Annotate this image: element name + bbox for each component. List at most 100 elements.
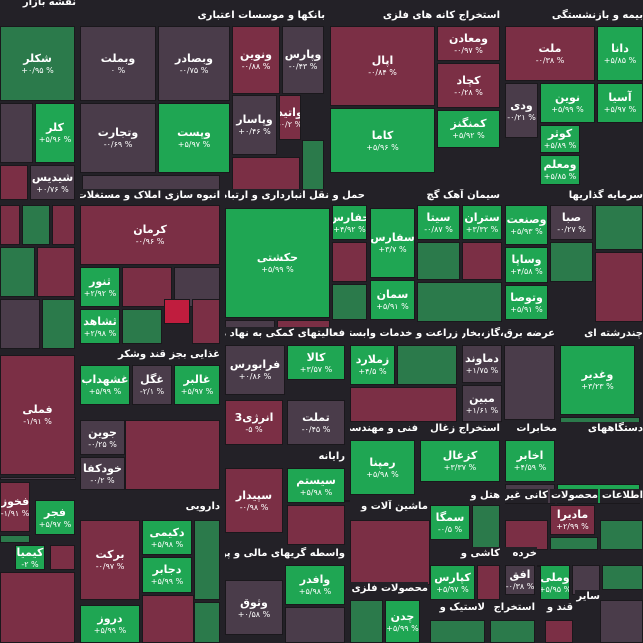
stock-change: -۵ % (245, 424, 263, 434)
filler-block (192, 299, 220, 344)
filler-block (332, 284, 367, 320)
filler-block (0, 299, 40, 349)
filler-block (285, 607, 345, 643)
stock-tile: ونوین -۰/۸۸ % (232, 26, 280, 94)
stock-change: +۵/۹۸ % (150, 539, 184, 549)
stock-tile: دروز +۵/۹۹ % (80, 605, 140, 643)
stock-tile: کپارس +۵/۹۷ % (430, 565, 475, 600)
stock-tile: وملی +۵/۹۵ % (540, 565, 570, 600)
stock-change: +۵/۹۶ % (38, 135, 72, 144)
stock-tile: سفارس +۳/۷ % (370, 208, 415, 278)
stock-tile: ستران +۳/۳۲ % (462, 205, 502, 240)
filler-block (287, 505, 345, 545)
filler-block (550, 242, 593, 282)
sector-title: کاشی و (430, 547, 500, 561)
stock-change: +۵/۹۲ % (452, 131, 485, 140)
sector-title: عرضه برق،گاز،بخار و (462, 327, 555, 341)
stock-change: -۰/۸۴ % (368, 68, 397, 77)
stock-tile: وبصادر -۰/۷۵ % (158, 26, 230, 101)
stock-name: سمان (376, 288, 409, 301)
stock-tile: وساپا +۴/۵۸ % (505, 247, 548, 283)
stock-name: کوثر (547, 127, 573, 140)
stock-tile: کوثر +۵/۸۹ % (540, 125, 580, 153)
stock-name: دروز (97, 612, 123, 625)
stock-name: فجر (44, 505, 66, 519)
sector-title: کانی غیر (505, 489, 548, 503)
stock-tile: تملت -۰/۴۵ % (287, 400, 345, 445)
stock-change: -۰/۹۷ % (454, 45, 483, 55)
stock-change: +۲/۹۸ % (83, 328, 117, 338)
sector-title: استخراج زغال (420, 422, 500, 436)
stock-name: سمگا (435, 510, 465, 524)
sector-title: قند و (545, 601, 573, 615)
stock-change: +۵/۹۹ % (386, 623, 419, 633)
filler-block (332, 242, 367, 282)
stock-tile: کالا +۳/۵۷ % (287, 345, 345, 380)
stock-name: برکت (95, 548, 125, 561)
stock-tile: کمنگنز +۵/۹۲ % (437, 110, 500, 148)
filler-block (600, 600, 643, 643)
stock-name: صبا (561, 210, 582, 224)
stock-name: سیتا (426, 210, 451, 224)
filler-block (0, 535, 30, 543)
stock-change: +۵/۹۳ % (510, 227, 543, 236)
stock-change: +۵/۹۸ % (299, 487, 333, 497)
filler-block (22, 205, 50, 245)
stock-change: +۳/۵۷ % (299, 364, 333, 374)
sector-title: استخراج (490, 601, 535, 615)
stock-name: ستران (464, 210, 500, 224)
stock-change: -۰/۹۸ % (239, 502, 269, 512)
stock-change: -۰/۳۸ % (505, 582, 535, 591)
filler-block (537, 565, 540, 567)
filler-block (0, 247, 35, 297)
stock-name: سیستم (296, 473, 336, 487)
stock-tile: وتجارت -۰/۶۹ % (80, 103, 156, 173)
stock-name: اخابر (516, 449, 544, 462)
filler-block (602, 565, 643, 590)
sector-title: بیمه و بازنشستگی (505, 9, 643, 23)
stock-change: -۰/۶۹ % (103, 140, 133, 149)
stock-name: ونوین (240, 48, 272, 61)
stock-tile: جوین -۰/۲۵ % (80, 420, 125, 455)
sector-title: زراعت و خدمات وابسته (350, 327, 458, 341)
filler-block (194, 520, 220, 600)
stock-name: سپیدار (235, 488, 273, 502)
stock-change: +۵/۹۹ % (261, 265, 294, 274)
stock-change: -۰/۲۸ % (454, 87, 483, 97)
stock-tile: وتوصا +۵/۹۱ % (505, 285, 548, 320)
stock-tile: ومعلم +۵/۸۵ % (540, 155, 580, 185)
stock-name: حکشتی (256, 251, 299, 264)
stock-tile: افق -۰/۳۸ % (505, 565, 535, 595)
filler-block (50, 545, 75, 570)
filler-block (52, 205, 75, 245)
sector-title: محصولات (550, 489, 598, 503)
stock-name: جوین (88, 425, 117, 439)
stock-change: +۴/۹۲ % (333, 224, 366, 234)
filler-block (600, 520, 643, 550)
stock-name: کزغال (442, 449, 478, 462)
stock-name: ثنور (89, 275, 111, 288)
stock-tile: حکشتی +۵/۹۹ % (225, 208, 330, 318)
stock-tile: وافدر +۵/۹۸ % (285, 565, 345, 605)
stock-name: فملی (22, 403, 53, 416)
stock-name: وپاسار (236, 113, 273, 126)
stock-name: کیمیا (16, 545, 44, 559)
sector-title: دستگاههای (560, 422, 643, 436)
stock-change: +۰/۸۶ % (238, 372, 272, 381)
stock-name: ومعلم (543, 158, 577, 171)
stock-change: +۵/۹۱ % (376, 302, 409, 311)
stock-change: +۵/۹۷ % (603, 105, 637, 114)
stock-tile: واتید-۰/۲ % (279, 95, 301, 140)
sector-title: ماشین آلات و (350, 500, 428, 514)
filler-block (164, 299, 190, 324)
sector-title: هتل و (430, 489, 500, 503)
stock-tile: کیمیا -۲ % (15, 545, 45, 570)
stock-tile: غالبر +۵/۹۷ % (174, 365, 220, 405)
filler-block (397, 345, 457, 385)
stock-tile: خودکفا -۰/۲ % (80, 457, 125, 490)
stock-change: +۰/۷۶ % (36, 184, 69, 194)
stock-change: +۴/۵۹ % (513, 463, 547, 472)
sector-title: دارویی (80, 500, 220, 514)
stock-change: +۵/۸۵ % (543, 172, 577, 181)
stock-tile: کزغال +۳/۳۷ % (420, 440, 500, 482)
